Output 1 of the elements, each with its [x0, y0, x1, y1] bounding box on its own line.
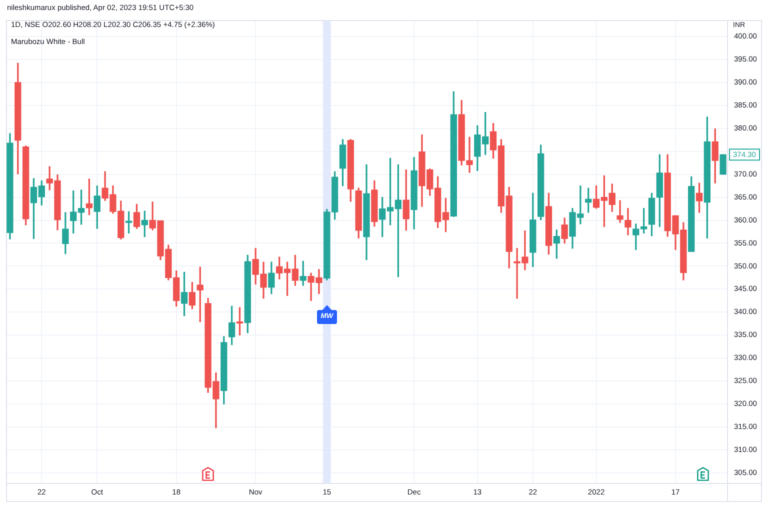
candlestick: [616, 200, 624, 223]
